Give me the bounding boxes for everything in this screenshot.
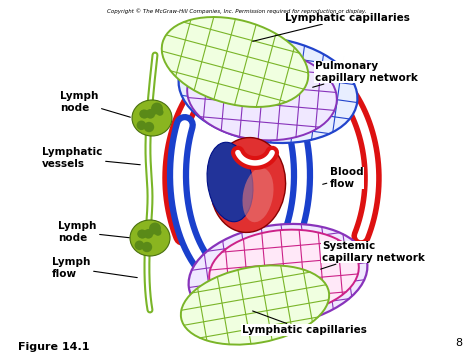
Circle shape bbox=[137, 120, 146, 130]
Ellipse shape bbox=[187, 50, 337, 140]
Ellipse shape bbox=[130, 220, 170, 256]
Circle shape bbox=[137, 230, 146, 238]
Ellipse shape bbox=[243, 168, 273, 222]
Ellipse shape bbox=[162, 17, 308, 107]
Circle shape bbox=[149, 223, 161, 234]
Circle shape bbox=[138, 230, 147, 239]
Circle shape bbox=[144, 229, 153, 239]
Text: Figure 14.1: Figure 14.1 bbox=[18, 342, 90, 352]
Circle shape bbox=[140, 109, 149, 119]
Circle shape bbox=[139, 110, 147, 118]
Ellipse shape bbox=[209, 230, 359, 314]
Circle shape bbox=[146, 109, 155, 119]
Text: 8: 8 bbox=[455, 338, 462, 348]
Ellipse shape bbox=[189, 224, 367, 326]
Ellipse shape bbox=[181, 266, 329, 345]
Circle shape bbox=[149, 228, 156, 235]
Ellipse shape bbox=[132, 100, 172, 136]
Circle shape bbox=[142, 242, 152, 252]
Text: Blood
flow: Blood flow bbox=[323, 167, 364, 189]
Circle shape bbox=[156, 109, 164, 116]
Text: Lymph
node: Lymph node bbox=[58, 221, 129, 243]
Ellipse shape bbox=[179, 37, 357, 143]
Circle shape bbox=[155, 229, 162, 236]
Circle shape bbox=[135, 241, 144, 250]
Ellipse shape bbox=[210, 138, 286, 233]
Text: Lymphatic capillaries: Lymphatic capillaries bbox=[242, 311, 367, 335]
Text: Lymph
node: Lymph node bbox=[60, 91, 130, 117]
Circle shape bbox=[151, 108, 158, 115]
Text: Lymphatic
vessels: Lymphatic vessels bbox=[42, 147, 140, 169]
Circle shape bbox=[151, 103, 163, 114]
Text: Copyright © The McGraw-Hill Companies, Inc. Permission required for reproduction: Copyright © The McGraw-Hill Companies, I… bbox=[107, 8, 367, 13]
Text: Lymph
flow: Lymph flow bbox=[52, 257, 137, 279]
Text: Systemic
capillary network: Systemic capillary network bbox=[320, 241, 425, 269]
Ellipse shape bbox=[207, 142, 253, 222]
Circle shape bbox=[144, 122, 154, 132]
Text: Pulmonary
capillary network: Pulmonary capillary network bbox=[313, 61, 418, 87]
Text: Lymphatic capillaries: Lymphatic capillaries bbox=[253, 13, 410, 41]
